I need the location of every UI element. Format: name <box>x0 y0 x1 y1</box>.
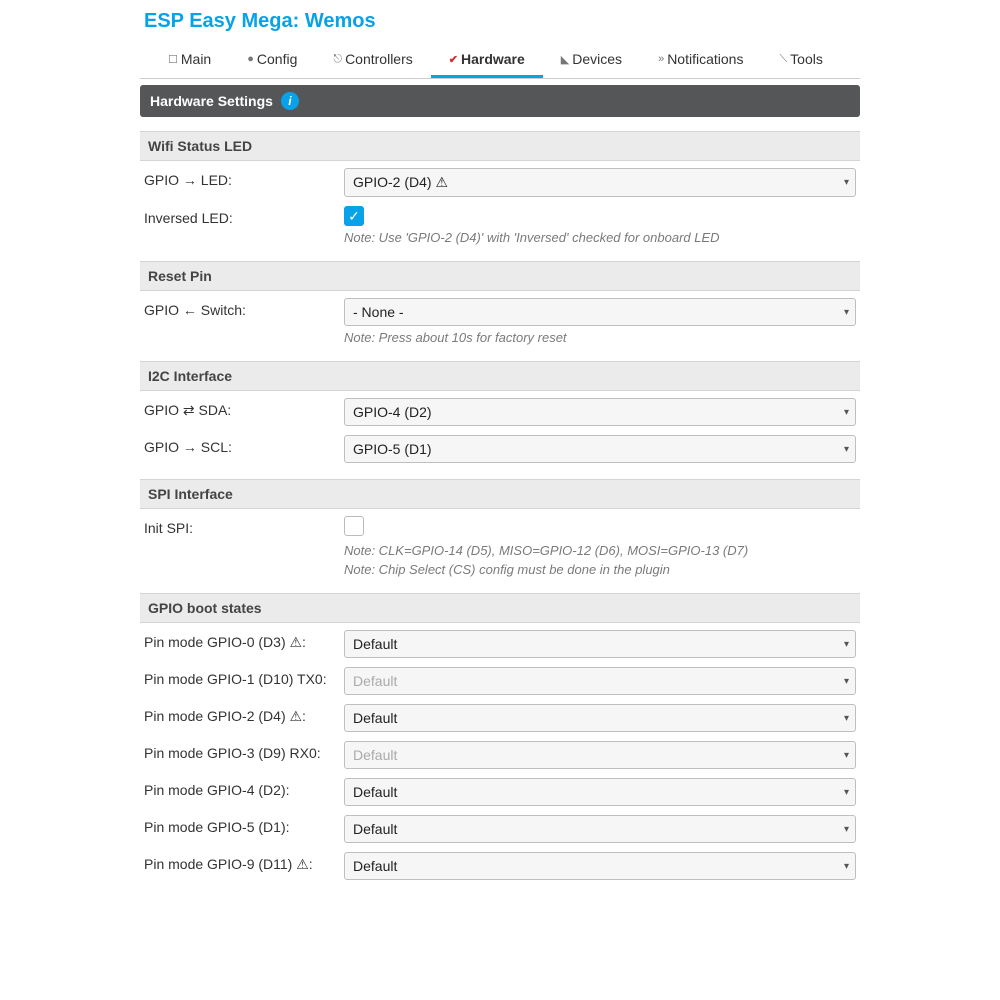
section-reset-header: Reset Pin <box>140 261 860 291</box>
section-header-text: Hardware Settings <box>150 93 273 109</box>
chevron-down-icon: ▾ <box>844 444 849 455</box>
tab-icon: ☐ <box>168 53 178 66</box>
label-gpio-sda: GPIO ⇄ SDA: <box>144 398 344 419</box>
select-gpio-pin-value: Default <box>353 784 397 800</box>
chevron-down-icon: ▾ <box>844 307 849 318</box>
note-spi-1: Note: CLK=GPIO-14 (D5), MISO=GPIO-12 (D6… <box>344 539 856 558</box>
select-gpio-pin[interactable]: Default ▾ <box>344 630 856 658</box>
label-init-spi: Init SPI: <box>144 516 344 536</box>
page-title: ESP Easy Mega: Wemos <box>140 0 860 41</box>
label-gpio-pin: Pin mode GPIO-2 (D4) ⚠: <box>144 704 344 725</box>
select-gpio-pin-value: Default <box>353 858 397 874</box>
note-wifi: Note: Use 'GPIO-2 (D4)' with 'Inversed' … <box>344 226 856 245</box>
select-gpio-sda[interactable]: GPIO-4 (D2) ▾ <box>344 398 856 426</box>
tab-icon: ✔ <box>449 53 458 66</box>
chevron-down-icon: ▾ <box>844 861 849 872</box>
select-gpio-pin-value: Default <box>353 821 397 837</box>
label-gpio-scl: GPIO → SCL: <box>144 435 344 455</box>
gpio-row: Pin mode GPIO-2 (D4) ⚠: Default ▾ <box>140 697 860 734</box>
tab-icon: ● <box>247 53 254 65</box>
select-gpio-pin-value: Default <box>353 673 397 689</box>
tab-icon: ⎋ <box>333 53 342 66</box>
select-gpio-switch-value: - None - <box>353 304 404 320</box>
chevron-down-icon: ▾ <box>844 750 849 761</box>
label-gpio-pin: Pin mode GPIO-4 (D2): <box>144 778 344 798</box>
chevron-down-icon: ▾ <box>844 407 849 418</box>
chevron-down-icon: ▾ <box>844 713 849 724</box>
label-gpio-pin: Pin mode GPIO-1 (D10) TX0: <box>144 667 344 687</box>
tab-icon: ⟍ <box>779 53 787 66</box>
tab-tools[interactable]: ⟍Tools <box>761 41 840 78</box>
tab-label: Hardware <box>461 51 525 67</box>
tab-label: Devices <box>572 51 622 67</box>
select-gpio-led[interactable]: GPIO-2 (D4) ⚠ ▾ <box>344 168 856 197</box>
tab-icon: » <box>658 53 664 65</box>
note-reset: Note: Press about 10s for factory reset <box>344 326 856 345</box>
select-gpio-led-value: GPIO-2 (D4) ⚠ <box>353 174 448 191</box>
chevron-down-icon: ▾ <box>844 787 849 798</box>
chevron-down-icon: ▾ <box>844 824 849 835</box>
section-spi-header: SPI Interface <box>140 479 860 509</box>
tab-config[interactable]: ●Config <box>229 41 315 78</box>
tab-notifications[interactable]: »Notifications <box>640 41 761 78</box>
tab-hardware[interactable]: ✔Hardware <box>431 41 543 78</box>
label-gpio-pin: Pin mode GPIO-9 (D11) ⚠: <box>144 852 344 873</box>
label-inversed-led: Inversed LED: <box>144 206 344 226</box>
tab-label: Config <box>257 51 297 67</box>
tab-icon: ◣ <box>561 53 569 66</box>
label-gpio-pin: Pin mode GPIO-3 (D9) RX0: <box>144 741 344 761</box>
gpio-row: Pin mode GPIO-9 (D11) ⚠: Default ▾ <box>140 845 860 882</box>
gpio-row: Pin mode GPIO-5 (D1): Default ▾ <box>140 808 860 845</box>
tab-label: Notifications <box>667 51 743 67</box>
label-gpio-switch: GPIO ← Switch: <box>144 298 344 318</box>
select-gpio-pin-value: Default <box>353 636 397 652</box>
label-gpio-pin: Pin mode GPIO-0 (D3) ⚠: <box>144 630 344 651</box>
label-gpio-led: GPIO → LED: <box>144 168 344 188</box>
info-icon[interactable]: i <box>281 92 299 110</box>
section-header-bar: Hardware Settings i <box>140 85 860 117</box>
section-gpio-header: GPIO boot states <box>140 593 860 623</box>
chevron-down-icon: ▾ <box>844 639 849 650</box>
chevron-down-icon: ▾ <box>844 676 849 687</box>
select-gpio-sda-value: GPIO-4 (D2) <box>353 404 432 420</box>
gpio-row: Pin mode GPIO-3 (D9) RX0: Default ▾ <box>140 734 860 771</box>
select-gpio-pin[interactable]: Default ▾ <box>344 704 856 732</box>
chevron-down-icon: ▾ <box>844 177 849 188</box>
label-gpio-pin: Pin mode GPIO-5 (D1): <box>144 815 344 835</box>
tab-label: Main <box>181 51 211 67</box>
select-gpio-scl-value: GPIO-5 (D1) <box>353 441 432 457</box>
select-gpio-scl[interactable]: GPIO-5 (D1) ▾ <box>344 435 856 463</box>
tab-main[interactable]: ☐Main <box>150 41 229 78</box>
gpio-row: Pin mode GPIO-0 (D3) ⚠: Default ▾ <box>140 623 860 660</box>
select-gpio-switch[interactable]: - None - ▾ <box>344 298 856 326</box>
select-gpio-pin[interactable]: Default ▾ <box>344 778 856 806</box>
select-gpio-pin: Default ▾ <box>344 741 856 769</box>
tab-label: Tools <box>790 51 823 67</box>
select-gpio-pin[interactable]: Default ▾ <box>344 815 856 843</box>
gpio-row: Pin mode GPIO-1 (D10) TX0: Default ▾ <box>140 660 860 697</box>
select-gpio-pin: Default ▾ <box>344 667 856 695</box>
select-gpio-pin-value: Default <box>353 747 397 763</box>
tab-controllers[interactable]: ⎋Controllers <box>315 41 430 78</box>
section-wifi-header: Wifi Status LED <box>140 131 860 161</box>
gpio-row: Pin mode GPIO-4 (D2): Default ▾ <box>140 771 860 808</box>
select-gpio-pin-value: Default <box>353 710 397 726</box>
checkbox-init-spi[interactable] <box>344 516 364 536</box>
checkbox-inversed-led[interactable]: ✓ <box>344 206 364 226</box>
note-spi-2: Note: Chip Select (CS) config must be do… <box>344 558 856 577</box>
select-gpio-pin[interactable]: Default ▾ <box>344 852 856 880</box>
tabs-bar: ☐Main●Config⎋Controllers✔Hardware◣Device… <box>140 41 860 79</box>
tab-label: Controllers <box>345 51 413 67</box>
tab-devices[interactable]: ◣Devices <box>543 41 640 78</box>
section-i2c-header: I2C Interface <box>140 361 860 391</box>
